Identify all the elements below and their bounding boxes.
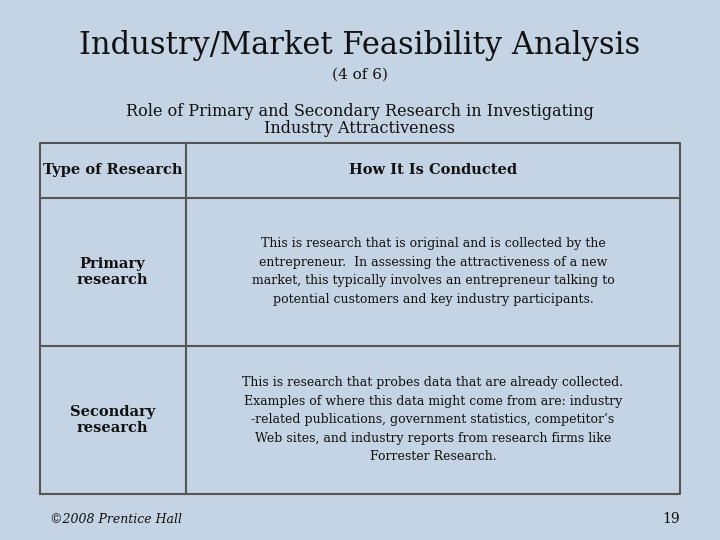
- Text: ©2008 Prentice Hall: ©2008 Prentice Hall: [50, 513, 182, 526]
- Text: 19: 19: [663, 512, 680, 526]
- Text: Secondary
research: Secondary research: [70, 405, 156, 435]
- Text: Type of Research: Type of Research: [43, 163, 182, 177]
- Text: Primary
research: Primary research: [77, 256, 148, 287]
- Text: Role of Primary and Secondary Research in Investigating: Role of Primary and Secondary Research i…: [126, 103, 594, 120]
- Text: Industry/Market Feasibility Analysis: Industry/Market Feasibility Analysis: [79, 30, 641, 62]
- Text: Industry Attractiveness: Industry Attractiveness: [264, 120, 456, 137]
- Text: This is research that probes data that are already collected.
Examples of where : This is research that probes data that a…: [243, 376, 624, 463]
- Text: This is research that is original and is collected by the
entrepreneur.  In asse: This is research that is original and is…: [252, 238, 614, 306]
- Text: How It Is Conducted: How It Is Conducted: [349, 163, 517, 177]
- Text: (4 of 6): (4 of 6): [332, 68, 388, 82]
